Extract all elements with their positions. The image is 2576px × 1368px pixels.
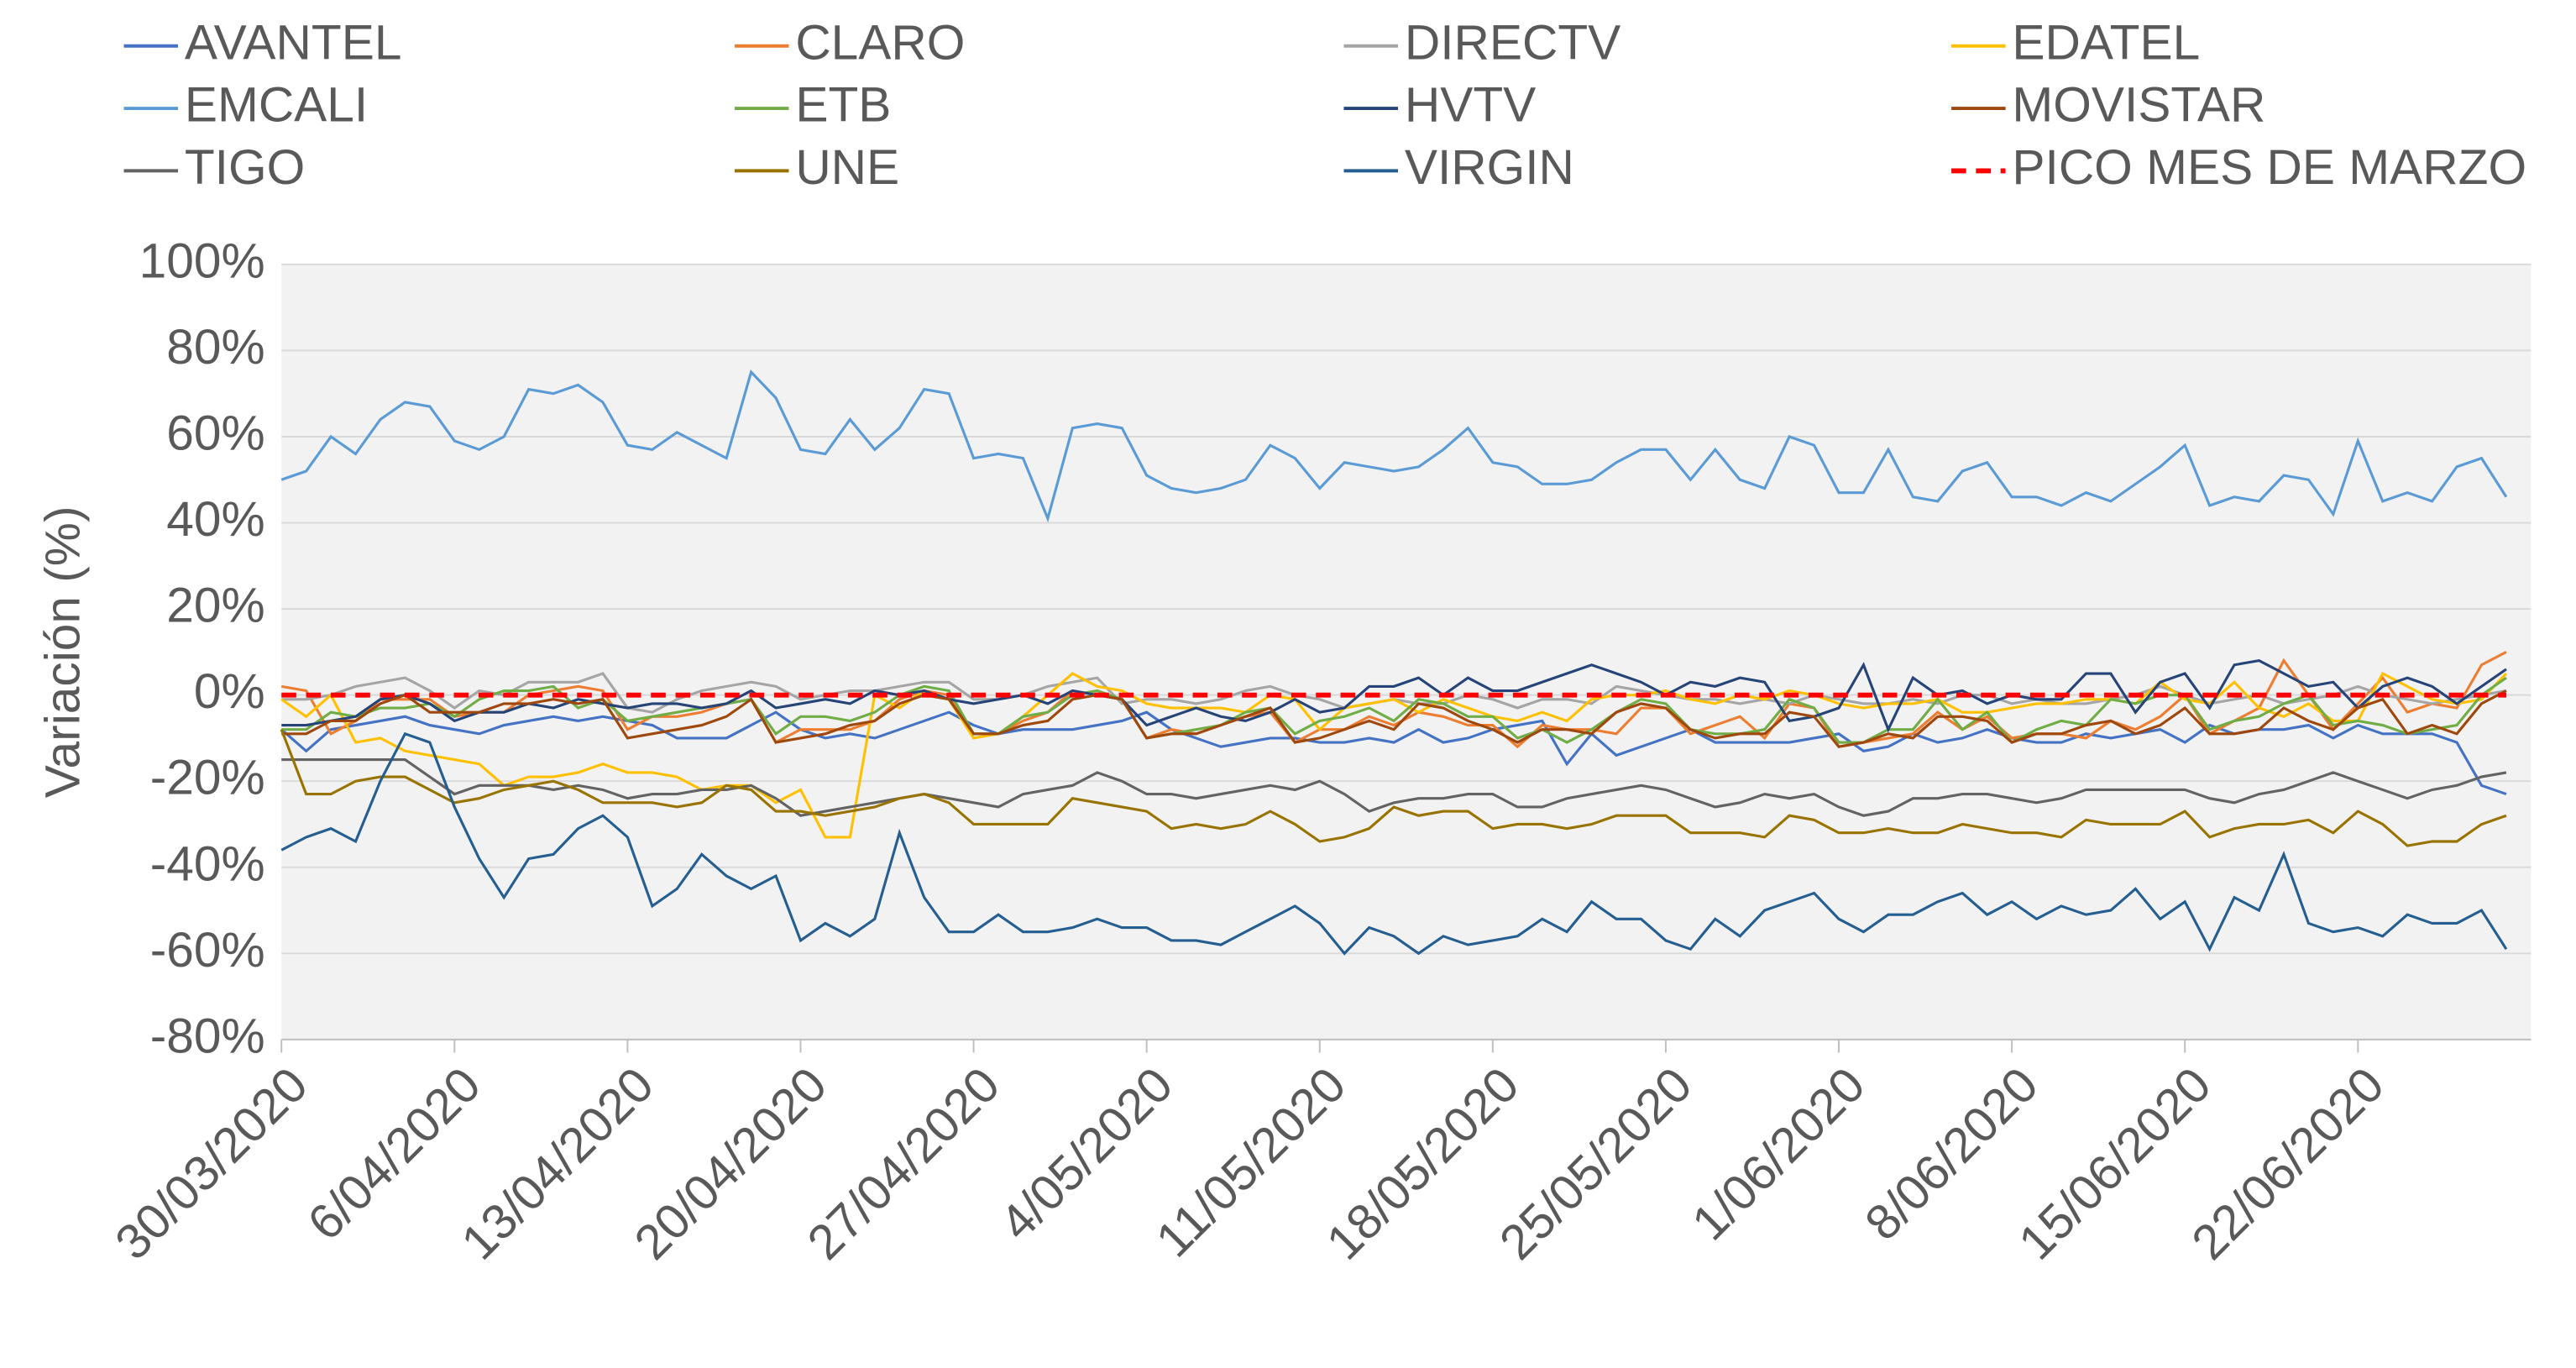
series-line <box>280 731 2508 956</box>
series-line <box>280 370 2508 523</box>
y-tick-label: -20% <box>150 751 265 805</box>
legend-label: TIGO <box>185 140 305 195</box>
y-tick-label: 60% <box>166 406 264 460</box>
y-tick-label: -60% <box>150 923 265 978</box>
legend-label: DIRECTV <box>1405 15 1620 70</box>
series-line <box>281 689 2507 748</box>
y-tick-label: 20% <box>166 579 264 633</box>
legend-label: EMCALI <box>185 78 368 133</box>
legend-label: MOVISTAR <box>2012 78 2265 133</box>
series-line <box>281 676 2507 745</box>
legend-label: EDATEL <box>2012 15 2200 70</box>
y-tick-label: 100% <box>139 233 265 288</box>
plot-area <box>281 264 2531 1040</box>
legend-label: PICO MES DE MARZO <box>2012 140 2526 195</box>
legend-label: AVANTEL <box>185 15 402 70</box>
y-tick-label: 40% <box>166 492 264 547</box>
legend-label: HVTV <box>1405 78 1536 133</box>
x-tick-label: 30/03/2020 <box>105 1057 318 1271</box>
x-tick-label: 1/06/2020 <box>1682 1057 1875 1250</box>
legend-label: CLARO <box>795 15 965 70</box>
y-tick-label: 80% <box>166 320 264 375</box>
y-tick-label: -80% <box>150 1009 265 1063</box>
legend-label: ETB <box>795 78 891 133</box>
legend-label: UNE <box>795 140 899 195</box>
legend-label: VIRGIN <box>1405 140 1574 195</box>
y-tick-label: 0% <box>194 664 265 719</box>
series-line <box>281 658 2507 733</box>
y-tick-label: -40% <box>150 836 265 891</box>
series-line <box>280 729 2507 847</box>
series-line <box>281 758 2507 817</box>
y-axis-label: Variación (%) <box>36 506 91 799</box>
